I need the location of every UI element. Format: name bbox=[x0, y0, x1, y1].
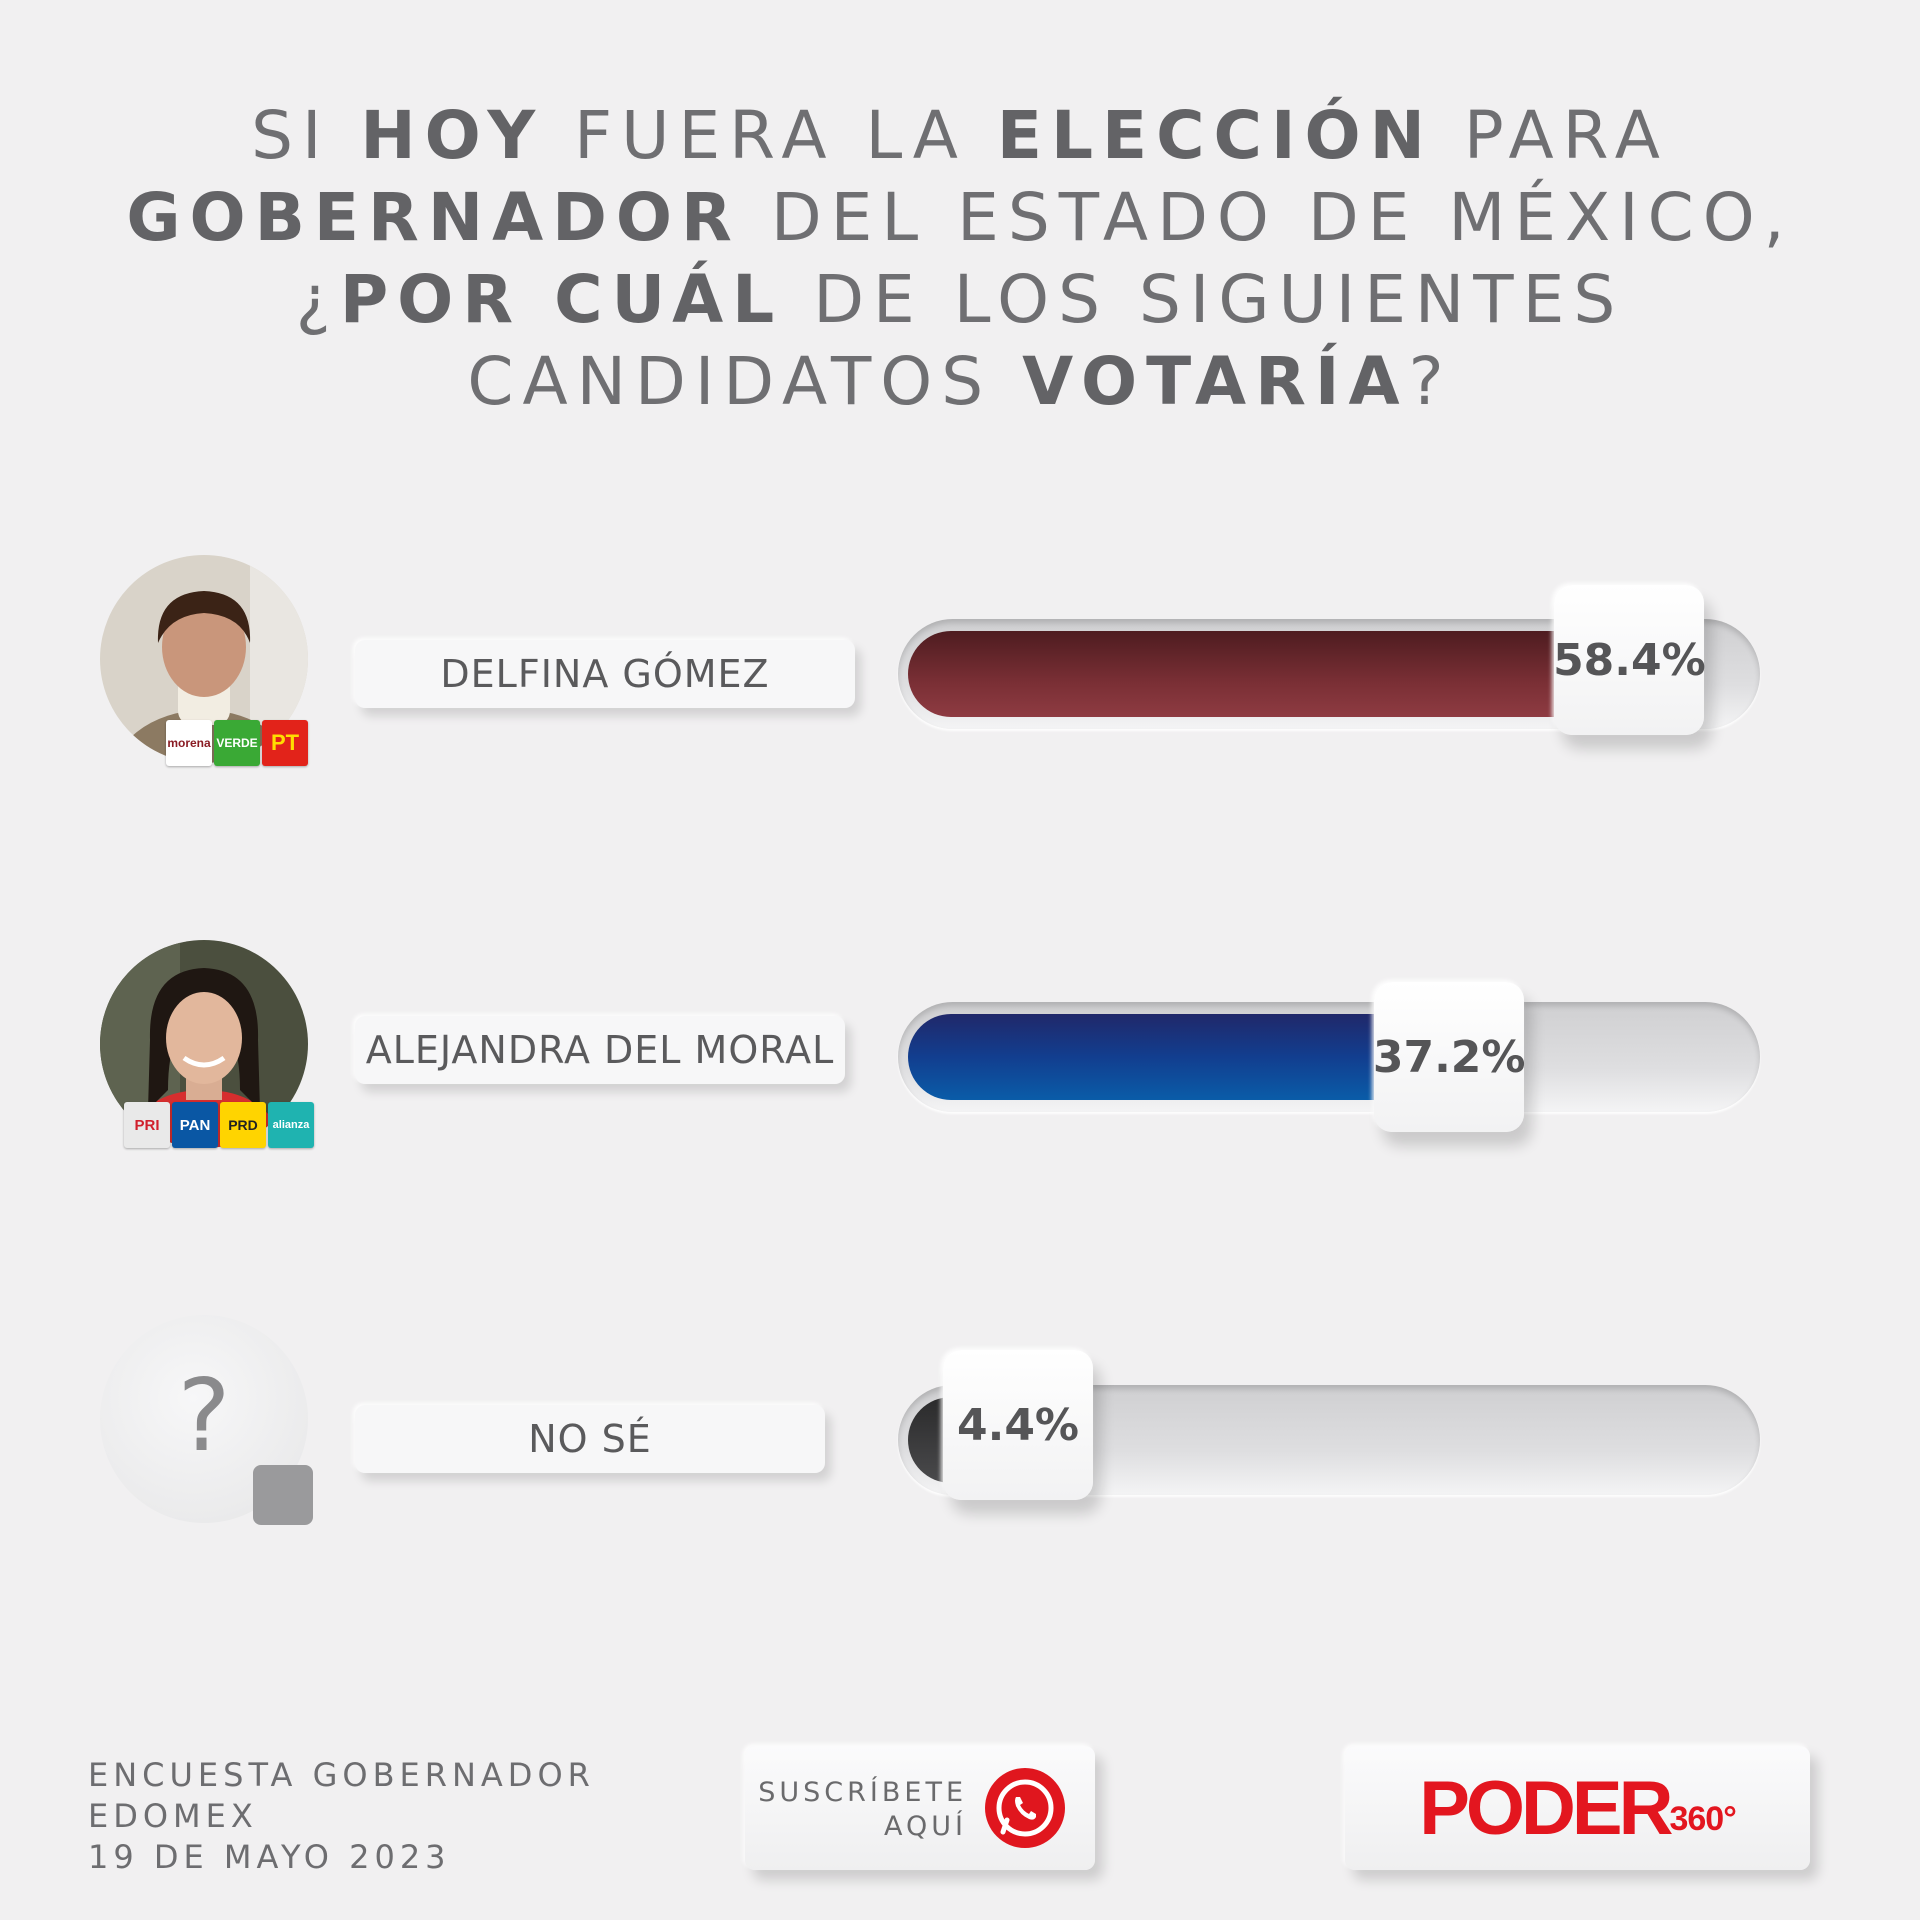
logo-pt: PT bbox=[262, 720, 308, 766]
candidate-name: ALEJANDRA DEL MORAL bbox=[355, 1016, 845, 1084]
brand-name: PODER bbox=[1419, 1765, 1673, 1851]
party-logos: PRI PAN PRD alianza bbox=[124, 1102, 314, 1148]
placeholder-logo bbox=[253, 1465, 313, 1525]
logo-morena: morena bbox=[166, 720, 212, 766]
logo-verde: VERDE bbox=[214, 720, 260, 766]
subscribe-label: SUSCRÍBETE AQUÍ bbox=[758, 1776, 967, 1844]
value-label: 37.2% bbox=[1373, 982, 1526, 1132]
title-segment: GOBERNADOR bbox=[126, 179, 741, 256]
title-segment: SI bbox=[251, 97, 361, 174]
title-segment: DEL ESTADO DE MÉXICO, bbox=[740, 179, 1794, 256]
title-segment: POR CUÁL bbox=[339, 261, 784, 338]
logo-pan: PAN bbox=[172, 1102, 218, 1148]
logo-pri: PRI bbox=[124, 1102, 170, 1148]
whatsapp-icon bbox=[985, 1768, 1065, 1848]
title-segment: ELECCIÓN bbox=[996, 97, 1434, 174]
title-segment: ¿ bbox=[295, 261, 340, 338]
logo-prd: PRD bbox=[220, 1102, 266, 1148]
title-segment: VOTARÍA bbox=[1022, 343, 1409, 420]
value-label: 58.4% bbox=[1553, 585, 1706, 735]
survey-info: ENCUESTA GOBERNADOR EDOMEX 19 DE MAYO 20… bbox=[88, 1755, 595, 1878]
candidate-name: DELFINA GÓMEZ bbox=[355, 640, 855, 708]
brand-logo[interactable]: PODER 360° bbox=[1345, 1746, 1810, 1870]
question-mark-icon: ? bbox=[177, 1357, 231, 1474]
subscribe-button[interactable]: SUSCRÍBETE AQUÍ bbox=[745, 1746, 1095, 1870]
title-segment: FUERA LA bbox=[544, 97, 997, 174]
survey-title-line2: EDOMEX bbox=[88, 1797, 258, 1835]
subscribe-line2: AQUÍ bbox=[884, 1811, 967, 1842]
candidate-row: PRI PAN PRD alianza ALEJANDRA DEL MORAL … bbox=[0, 940, 1920, 1200]
bar-fill bbox=[908, 1014, 1385, 1100]
logo-alianza: alianza bbox=[268, 1102, 314, 1148]
title-segment: HOY bbox=[360, 97, 545, 174]
party-logos: morena VERDE PT bbox=[166, 720, 308, 766]
survey-date: 19 DE MAYO 2023 bbox=[88, 1838, 451, 1876]
candidate-row: ? NO SÉ 4.4% bbox=[0, 1315, 1920, 1575]
candidate-row: morena VERDE PT DELFINA GÓMEZ 58.4% bbox=[0, 555, 1920, 815]
subscribe-line1: SUSCRÍBETE bbox=[758, 1777, 967, 1808]
brand-suffix: 360° bbox=[1669, 1799, 1736, 1838]
title-segment: CANDIDATOS bbox=[467, 343, 1023, 420]
value-label: 4.4% bbox=[943, 1350, 1093, 1500]
title-segment: PARA bbox=[1433, 97, 1669, 174]
chart-title: SI HOY FUERA LA ELECCIÓN PARA GOBERNADOR … bbox=[120, 95, 1800, 423]
title-segment: ? bbox=[1408, 343, 1453, 420]
survey-title-line1: ENCUESTA GOBERNADOR bbox=[88, 1756, 595, 1794]
bar-track bbox=[898, 1002, 1760, 1112]
candidate-name: NO SÉ bbox=[355, 1405, 825, 1473]
title-segment: DE LOS SIGUIENTES bbox=[783, 261, 1625, 338]
bar-fill bbox=[908, 631, 1565, 717]
